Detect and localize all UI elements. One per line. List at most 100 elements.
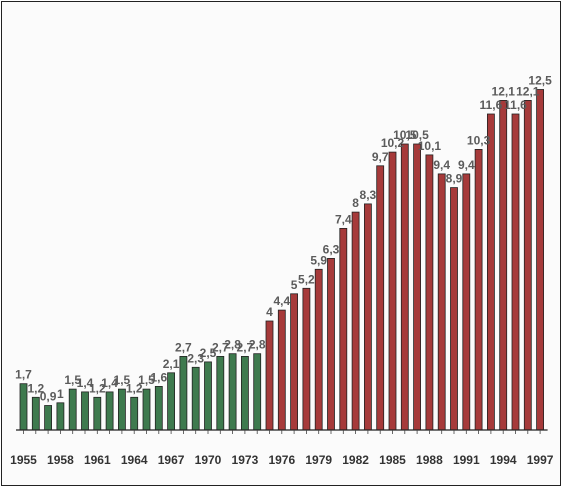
bar-1972 <box>228 353 237 431</box>
value-label-1957: 0,9 <box>40 390 57 404</box>
value-label-1997: 12,5 <box>528 74 552 88</box>
x-tick-label-1976: 1976 <box>268 453 295 467</box>
bar-1963 <box>118 388 126 431</box>
value-label-1989: 9,4 <box>433 158 450 172</box>
value-label-1976: 4,4 <box>273 294 290 308</box>
bar-1958 <box>56 402 65 431</box>
value-label-1964: 1,2 <box>126 381 143 395</box>
value-label-1970: 2,5 <box>200 346 217 360</box>
bar-1968 <box>179 355 188 431</box>
value-label-1968: 2,7 <box>175 340 192 354</box>
value-label-1984: 9,7 <box>372 150 389 164</box>
value-label-1977: 5 <box>291 278 298 292</box>
x-tick-labels-group: 1955 1958 1961 1964 1967 1970 1973 1976 1979 1982… <box>10 453 554 467</box>
bars-group <box>19 89 544 431</box>
x-tick-label-1958: 1958 <box>47 453 74 467</box>
bar-1966 <box>154 385 163 431</box>
bar-1983 <box>363 203 372 431</box>
bar-1962 <box>105 391 114 431</box>
value-label-1986: 10,5 <box>393 128 417 142</box>
bar-1974 <box>253 353 262 431</box>
bar-1964 <box>130 396 139 431</box>
value-label-1962: 1,4 <box>101 376 118 390</box>
bar-1995 <box>511 113 520 431</box>
value-label-1981: 7,4 <box>335 212 352 226</box>
value-label-1991: 9,4 <box>458 158 475 172</box>
value-label-1975: 4 <box>266 305 273 319</box>
bar-1955 <box>19 383 28 431</box>
value-label-1960: 1,4 <box>77 376 94 390</box>
value-label-1967: 2,1 <box>163 357 180 371</box>
bar-1975 <box>265 320 274 431</box>
bar-1965 <box>142 388 151 431</box>
value-label-1961: 1,2 <box>89 381 106 395</box>
x-tick-label-1973: 1973 <box>232 453 259 467</box>
x-axis <box>16 429 548 434</box>
value-label-1993: 11,6 <box>480 98 503 112</box>
x-tick-label-1961: 1961 <box>84 453 111 467</box>
value-label-1958: 1 <box>57 387 64 401</box>
x-tick-label-1955: 1955 <box>10 453 37 467</box>
bar-1992 <box>474 148 483 431</box>
bar-1957 <box>44 405 52 431</box>
x-tick-label-1967: 1967 <box>158 453 185 467</box>
value-labels-group: 1,71,20,9 11,51,41,21,41,51,21,51,62,12,7… <box>15 74 552 404</box>
value-label-1972: 2,8 <box>224 338 241 352</box>
bar-1993 <box>486 113 495 431</box>
value-label-1973: 2,7 <box>237 340 254 354</box>
value-label-1980: 6,3 <box>323 242 340 256</box>
value-label-1956: 1,2 <box>27 381 44 395</box>
bar-1985 <box>388 151 397 431</box>
bar-1976 <box>277 309 286 431</box>
value-label-1985: 10,2 <box>381 136 405 150</box>
bar-1986 <box>400 143 409 431</box>
value-label-1987: 10,5 <box>405 128 429 142</box>
bar-1979 <box>314 268 323 431</box>
bar-1961 <box>93 396 102 431</box>
bar-1988 <box>425 154 434 431</box>
value-label-1982: 8 <box>352 196 359 210</box>
x-tick-label-1985: 1985 <box>379 453 406 467</box>
value-label-1990: 8,9 <box>446 172 463 186</box>
bar-1977 <box>290 293 299 431</box>
x-tick-label-1964: 1964 <box>121 453 148 467</box>
value-label-1979: 5,9 <box>310 253 327 267</box>
value-label-1996: 12,1 <box>516 84 540 98</box>
bar-1981 <box>339 227 348 431</box>
x-tick-label-1970: 1970 <box>195 453 222 467</box>
value-label-1969: 2,3 <box>187 351 204 365</box>
bar-1997 <box>536 89 544 431</box>
bar-1994 <box>499 100 508 431</box>
bar-1990 <box>450 187 458 431</box>
x-tick-label-1994: 1994 <box>490 453 517 467</box>
bar-1973 <box>240 355 249 431</box>
bar-1970 <box>204 361 212 431</box>
bar-1959 <box>68 388 77 431</box>
bar-1980 <box>327 257 335 431</box>
value-label-1971: 2,7 <box>212 340 229 354</box>
bar-1989 <box>437 173 446 431</box>
value-label-1978: 5,2 <box>298 272 315 286</box>
value-label-1992: 10,3 <box>467 133 491 147</box>
value-label-1965: 1,5 <box>138 373 155 387</box>
bar-1996 <box>523 100 532 431</box>
bar-1987 <box>413 143 422 431</box>
x-tick-label-1982: 1982 <box>342 453 369 467</box>
bar-1956 <box>31 396 40 431</box>
value-label-1963: 1,5 <box>114 373 131 387</box>
value-label-1988: 10,1 <box>418 139 442 153</box>
bar-1978 <box>302 287 311 431</box>
bar-1960 <box>81 391 89 431</box>
bar-1969 <box>191 366 200 431</box>
bar-1967 <box>167 372 176 431</box>
value-label-1966: 1,6 <box>150 370 167 384</box>
bar-1984 <box>376 165 385 431</box>
bar-1971 <box>216 355 225 431</box>
value-label-1955: 1,7 <box>15 368 32 382</box>
x-tick-label-1991: 1991 <box>453 453 480 467</box>
bar-1982 <box>351 211 360 431</box>
value-label-1959: 1,5 <box>64 373 81 387</box>
value-label-1983: 8,3 <box>360 188 377 202</box>
